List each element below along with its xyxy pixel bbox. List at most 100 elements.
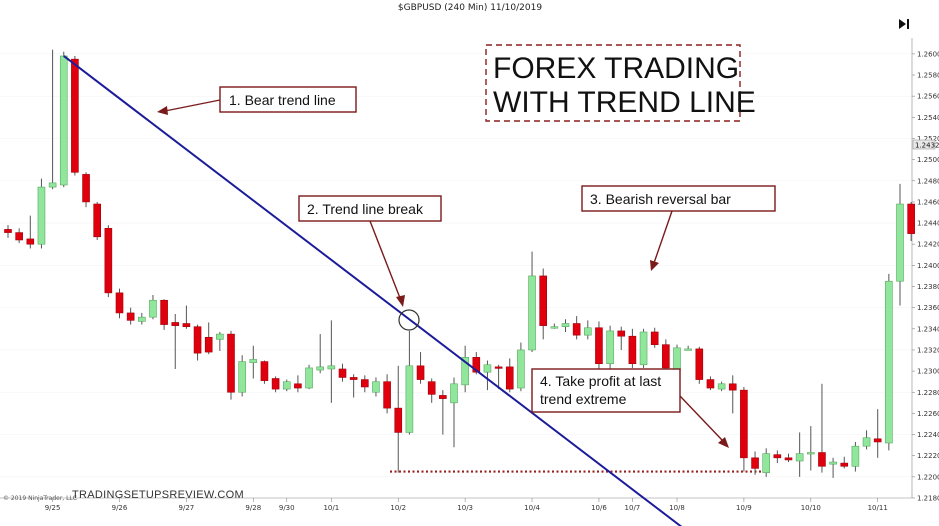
candle-body-down	[160, 299, 168, 325]
candle	[48, 49, 57, 190]
candle-body-down	[383, 381, 391, 409]
x-tick-label: 10/8	[669, 504, 685, 512]
candle	[405, 330, 414, 435]
candle-body-down	[907, 203, 915, 234]
candle	[561, 319, 570, 332]
candle-body-up	[561, 323, 570, 327]
candle-body-down	[628, 335, 637, 365]
annotation-4-text-line2: trend extreme	[540, 391, 627, 407]
candle	[662, 339, 670, 374]
candle	[338, 363, 347, 382]
candle-body-down	[818, 452, 826, 467]
candle	[483, 360, 492, 391]
candle-body-down	[204, 336, 213, 353]
candle-body-down	[349, 377, 358, 380]
candle-body-up	[806, 452, 815, 455]
candle-body-down	[572, 323, 581, 336]
candle	[784, 453, 793, 463]
candle-body-up	[795, 453, 804, 462]
x-tick-label: 9/27	[179, 504, 195, 512]
annotation-bear-trend-line: 1. Bear trend line	[157, 86, 357, 115]
candle-body-up	[517, 349, 525, 389]
y-tick-label: 1.2300	[917, 368, 939, 376]
y-tick-label: 1.2500	[917, 156, 939, 164]
x-tick-label: 9/26	[112, 504, 128, 512]
chart-title: $GBPUSD (240 Min) 11/10/2019	[398, 3, 542, 13]
candle	[617, 326, 626, 350]
y-tick-label: 1.2200	[917, 473, 939, 481]
x-tick-label: 10/7	[625, 504, 641, 512]
candle-body-down	[505, 366, 514, 390]
top-right-toggle-icon[interactable]	[899, 19, 909, 29]
candle-body-down	[784, 457, 793, 461]
candle-body-up	[885, 280, 893, 444]
candle	[182, 305, 191, 329]
x-tick-label: 10/11	[868, 504, 888, 512]
y-tick-label: 1.2580	[917, 72, 939, 80]
candle	[282, 379, 291, 392]
candle-body-up	[717, 383, 726, 390]
y-tick-label: 1.2540	[917, 114, 939, 122]
candle	[37, 178, 46, 249]
candle	[171, 314, 180, 369]
candle	[628, 328, 637, 368]
candle-body-down	[82, 174, 90, 203]
candle	[862, 430, 871, 450]
candle	[896, 183, 904, 306]
candle	[684, 345, 692, 351]
candle-body-down	[427, 381, 436, 395]
y-tick-label: 1.2280	[917, 389, 939, 397]
candle	[260, 360, 269, 384]
candle-body-down	[182, 323, 191, 327]
candle	[305, 364, 313, 390]
candle-body-down	[360, 379, 369, 388]
candle	[461, 345, 469, 393]
candle-body-up	[673, 347, 681, 371]
candle	[885, 273, 893, 451]
annotation-take-profit: 4. Take profit at last trend extreme	[531, 368, 729, 448]
annotation-2-text: 2. Trend line break	[307, 201, 424, 217]
candle-body-up	[372, 381, 380, 393]
candle-body-up	[216, 333, 224, 340]
candle-body-up	[583, 327, 592, 336]
annotation-1-text: 1. Bear trend line	[229, 92, 336, 108]
current-price-tag: 1.2432	[912, 139, 939, 149]
candle	[193, 324, 202, 361]
candle	[583, 320, 592, 340]
headline-box: FOREX TRADING WITH TREND LINE	[485, 44, 756, 122]
candle	[104, 225, 113, 298]
candle-body-up	[896, 203, 904, 282]
candle-body-down	[338, 368, 347, 378]
candle	[294, 375, 302, 393]
annotation-bearish-reversal-bar: 3. Bearish reversal bar	[581, 185, 776, 271]
candle-body-down	[773, 454, 782, 459]
candle-body-down	[93, 203, 101, 238]
candle	[349, 374, 358, 398]
candle-body-down	[840, 462, 849, 467]
candle	[204, 322, 213, 355]
candle	[439, 390, 447, 435]
candle	[26, 215, 35, 249]
candle-body-down	[126, 312, 135, 321]
candle-body-up	[316, 366, 325, 371]
candle	[394, 365, 403, 473]
candle-body-down	[617, 330, 626, 337]
candle-body-up	[762, 453, 771, 473]
x-tick-label: 9/28	[245, 504, 261, 512]
candle	[851, 441, 860, 472]
candle-body-up	[405, 365, 414, 433]
candle-body-up	[149, 299, 157, 318]
current-price-label: 1.2432	[915, 141, 939, 149]
candle	[82, 172, 90, 208]
y-tick-label: 1.2240	[917, 431, 939, 439]
candle-body-up	[282, 381, 291, 390]
candle	[450, 377, 458, 448]
candle	[71, 55, 79, 176]
candle-body-up	[851, 445, 860, 467]
candle	[762, 448, 771, 477]
candle	[572, 316, 581, 340]
candle-body-up	[37, 186, 46, 245]
candle-body-down	[751, 457, 759, 469]
candle	[795, 432, 804, 477]
candle-body-up	[59, 55, 68, 186]
